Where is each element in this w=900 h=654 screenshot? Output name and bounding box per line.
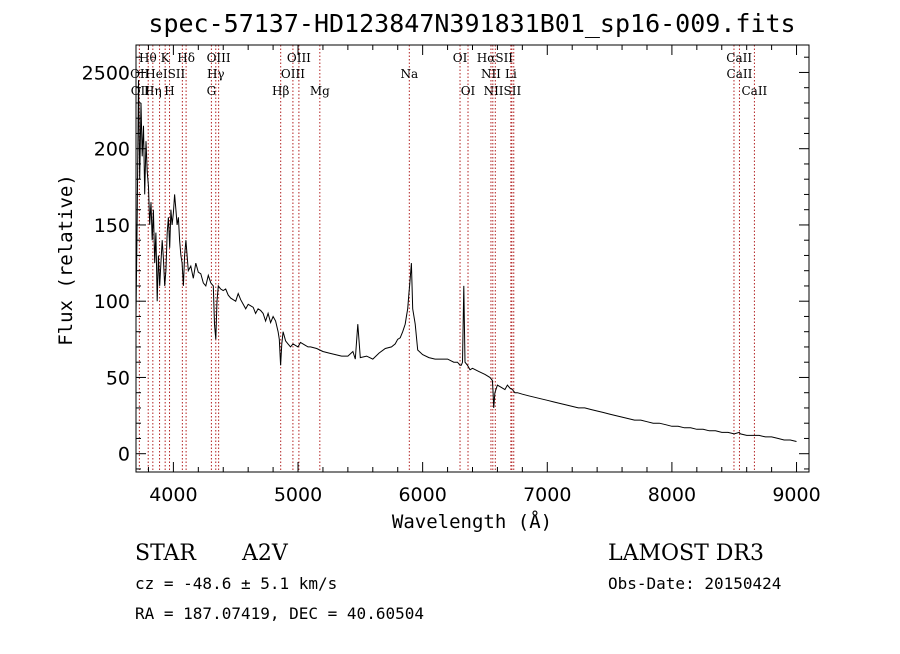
x-axis-label: Wavelength (Å) [392, 510, 552, 533]
y-axis-ticks: 0 50 100 150 200 2500 [82, 56, 809, 470]
reference-line-label: NIISII [484, 84, 522, 98]
reference-line-label: OII [130, 67, 150, 81]
reference-line-label: Hη [144, 84, 162, 98]
reference-line-label: Hδ [177, 51, 195, 65]
observation-date: Obs-Date: 20150424 [608, 574, 781, 593]
reference-line-label: OIII [287, 51, 311, 65]
y-tick-label: 50 [106, 367, 130, 389]
x-tick-label: 4000 [149, 484, 197, 506]
y-tick-label: 150 [94, 215, 130, 237]
reference-line-label: K [161, 51, 171, 65]
reference-line-label: OI [461, 84, 476, 98]
reference-line-label: CaII [727, 67, 753, 81]
y-tick-label: 0 [118, 444, 130, 466]
reference-line-label: CaII [726, 51, 752, 65]
reference-line-label: Hθ [139, 51, 157, 65]
x-tick-label: 5000 [274, 484, 322, 506]
plot-frame [135, 44, 810, 473]
x-axis-ticks: 4000 5000 6000 7000 8000 9000 [147, 45, 821, 506]
y-axis-label: Flux (relative) [55, 174, 77, 346]
reference-line-label: HαSII [477, 51, 514, 65]
reference-lines [138, 45, 755, 472]
x-tick-label: 9000 [772, 484, 820, 506]
x-tick-label: 8000 [648, 484, 696, 506]
x-tick-label: 6000 [398, 484, 446, 506]
velocity-text: cz = -48.6 ± 5.1 km/s [135, 574, 337, 593]
reference-line-label: OI [453, 51, 468, 65]
y-tick-label: 100 [94, 291, 130, 313]
reference-line-label: H [164, 84, 174, 98]
survey-name: LAMOST DR3 [608, 541, 764, 566]
chart-title: spec-57137-HD123847N391831B01_sp16-009.f… [148, 9, 795, 38]
spectrum-line [135, 80, 797, 442]
object-class: STAR [135, 541, 197, 566]
reference-line-label: Hβ [272, 84, 289, 98]
reference-line-label: CaII [741, 84, 767, 98]
reference-line-label: OIII [207, 51, 231, 65]
reference-line-label: HeISII [145, 67, 185, 81]
x-tick-label: 7000 [523, 484, 571, 506]
reference-line-label: NII [481, 67, 501, 81]
y-tick-label: 2500 [82, 62, 130, 84]
reference-line-label: Na [400, 67, 418, 81]
reference-line-label: Mg [310, 84, 330, 98]
coordinates-text: RA = 187.07419, DEC = 40.60504 [135, 604, 424, 623]
y-tick-label: 200 [94, 139, 130, 161]
reference-line-label: Hγ [207, 67, 225, 81]
spectral-type: A2V [241, 541, 289, 566]
reference-line-label: Li [505, 67, 517, 81]
reference-line-label: G [207, 84, 217, 98]
reference-line-label: OIII [281, 67, 305, 81]
